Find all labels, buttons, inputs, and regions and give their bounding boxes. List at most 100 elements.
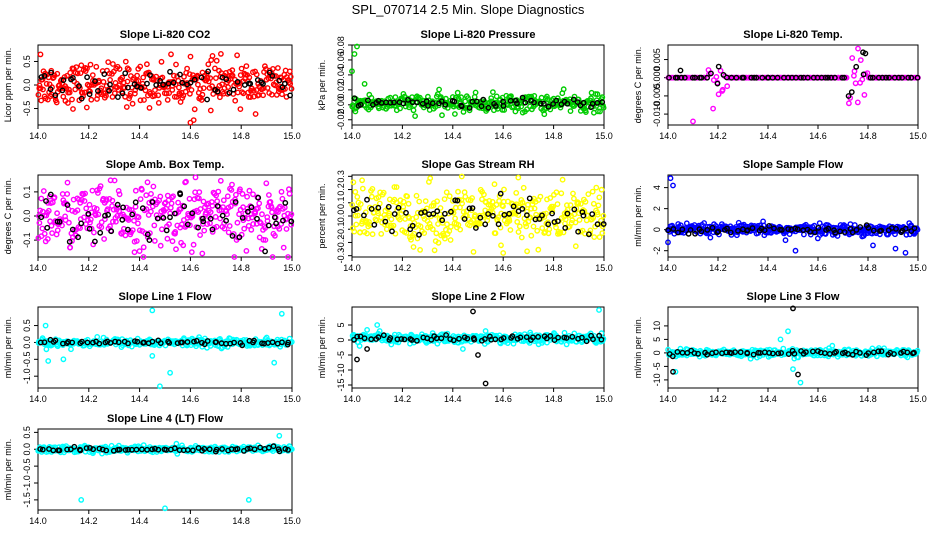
data-point: [84, 74, 91, 81]
data-point: [893, 225, 899, 232]
data-point: [260, 236, 267, 243]
series-yellow: [349, 173, 607, 256]
data-point: [204, 96, 211, 103]
y-axis-label: percent per min.: [317, 183, 327, 248]
data-point: [60, 93, 67, 100]
x-tick-label: 14.8: [232, 516, 250, 526]
data-point: [201, 227, 208, 234]
data-point: [391, 211, 398, 217]
y-tick-label: -0.010: [652, 101, 662, 127]
data-point: [88, 96, 95, 103]
data-point: [848, 89, 855, 96]
data-point: [91, 229, 97, 236]
outlier-point: [376, 328, 383, 334]
data-point: [138, 446, 145, 453]
data-point: [288, 211, 295, 218]
data-point: [589, 188, 596, 195]
data-point: [173, 61, 179, 68]
y-tick-label: -0.5: [22, 458, 32, 474]
data-point: [90, 446, 97, 453]
data-point: [41, 339, 48, 346]
y-tick-label: -0.1: [336, 221, 346, 237]
data-point: [180, 242, 187, 249]
data-point: [908, 74, 915, 81]
data-point: [282, 445, 289, 452]
x-tick-label: 14.0: [659, 263, 677, 273]
data-point: [129, 100, 136, 107]
data-point: [254, 77, 261, 83]
x-tick-label: 14.4: [444, 131, 462, 141]
data-point: [414, 209, 421, 216]
outlier-point: [475, 352, 481, 358]
data-point: [470, 248, 477, 255]
y-tick-label: 0.3: [336, 170, 346, 183]
data-point: [564, 100, 571, 107]
data-point: [598, 217, 604, 224]
data-point: [914, 74, 921, 81]
data-point: [137, 196, 144, 203]
outlier-point: [665, 239, 671, 246]
data-point: [451, 111, 458, 117]
outlier-point: [349, 68, 355, 75]
data-point: [441, 235, 448, 242]
data-point: [260, 92, 266, 99]
data-point: [481, 336, 488, 342]
data-point: [154, 215, 161, 222]
data-point: [251, 446, 258, 453]
data-point: [405, 200, 412, 207]
data-point: [49, 230, 55, 237]
data-point: [140, 244, 147, 251]
data-point: [744, 350, 751, 357]
data-point: [266, 69, 273, 76]
data-point: [351, 336, 357, 343]
data-point: [857, 57, 864, 63]
data-point: [283, 226, 290, 232]
data-point: [599, 230, 606, 237]
data-point: [189, 213, 196, 220]
data-point: [561, 329, 568, 336]
data-point: [439, 112, 445, 119]
data-point: [351, 228, 358, 235]
data-point: [549, 210, 555, 217]
data-point: [594, 211, 601, 218]
data-point: [523, 334, 530, 340]
data-point: [37, 446, 44, 452]
data-point: [771, 225, 777, 232]
data-point: [186, 195, 193, 202]
data-point: [234, 445, 241, 452]
data-point: [524, 248, 530, 255]
data-point: [160, 214, 167, 221]
data-point: [434, 198, 440, 205]
series-black: [351, 94, 606, 111]
data-point: [140, 74, 147, 81]
data-point: [244, 445, 251, 452]
data-point: [280, 244, 287, 251]
data-point: [459, 200, 465, 207]
data-point: [579, 334, 585, 341]
data-point: [879, 74, 886, 81]
data-point: [106, 87, 113, 94]
data-point: [386, 210, 393, 217]
data-point: [52, 337, 59, 344]
data-point: [461, 189, 468, 196]
data-point: [197, 232, 204, 239]
y-tick-label: 5: [652, 337, 662, 342]
data-point: [131, 217, 137, 224]
data-point: [369, 185, 376, 192]
data-point: [466, 205, 473, 212]
data-point: [572, 219, 579, 226]
data-point: [701, 220, 707, 226]
data-point: [452, 197, 459, 204]
data-point: [151, 222, 158, 229]
data-point: [430, 202, 437, 209]
data-point: [396, 216, 403, 223]
series-cyan: [349, 307, 607, 352]
data-point: [528, 232, 535, 239]
data-point: [406, 215, 413, 221]
data-point: [234, 79, 241, 85]
data-point: [165, 80, 172, 87]
data-point: [157, 78, 164, 84]
data-point: [861, 92, 868, 98]
data-point: [77, 447, 84, 454]
y-tick-label: 0.06: [336, 51, 346, 69]
